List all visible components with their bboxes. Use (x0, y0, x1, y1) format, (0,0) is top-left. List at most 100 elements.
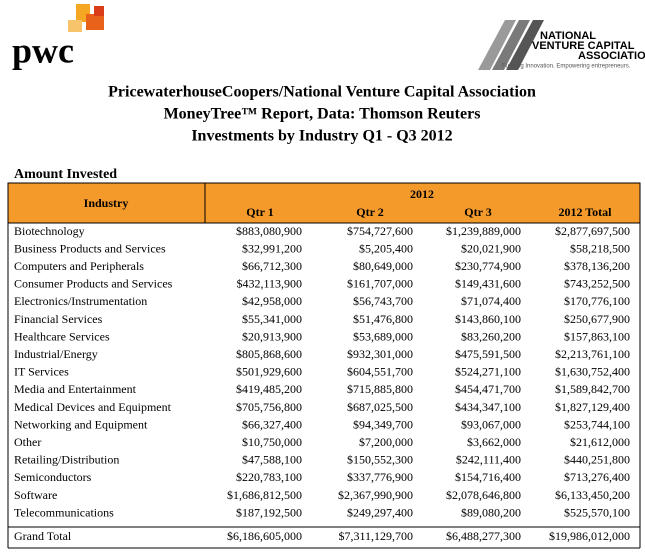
row-value: $93,067,000 (461, 417, 521, 431)
row-value: $705,756,800 (236, 400, 302, 414)
row-label: IT Services (14, 365, 69, 379)
row-value: $1,239,889,000 (446, 224, 521, 238)
row-value: $883,080,900 (236, 224, 302, 238)
row-value: $170,776,100 (564, 294, 630, 308)
row-value: $525,570,100 (564, 505, 630, 519)
nvca-line: VENTURE CAPITAL (532, 40, 635, 52)
row-value: $58,218,500 (570, 241, 630, 255)
row-value: $3,662,000 (467, 435, 521, 449)
row-value: $419,485,200 (236, 382, 302, 396)
row-value: $20,913,900 (242, 329, 302, 343)
row-label: Networking and Equipment (14, 417, 148, 431)
row-value: $715,885,800 (347, 382, 413, 396)
row-value: $66,327,400 (242, 417, 302, 431)
row-value: $524,271,100 (455, 365, 521, 379)
row-value: $56,743,700 (353, 294, 413, 308)
title: MoneyTree™ Report, Data: Thomson Reuters (164, 106, 481, 123)
year-header: 2012 (410, 187, 434, 201)
row-label: Healthcare Services (14, 329, 110, 343)
row-value: $55,341,000 (242, 312, 302, 326)
nvca-line: ASSOCIATION (578, 50, 645, 62)
row-label: Medical Devices and Equipment (14, 400, 172, 414)
row-value: $94,349,700 (353, 417, 413, 431)
row-value: $2,213,761,100 (555, 347, 630, 361)
column-header: 2012 Total (558, 205, 612, 219)
row-value: $10,750,000 (242, 435, 302, 449)
row-label: Consumer Products and Services (14, 277, 173, 291)
row-label: Semiconductors (14, 470, 92, 484)
row-value: $1,827,129,400 (555, 400, 630, 414)
title: PricewaterhouseCoopers/National Venture … (108, 84, 536, 101)
row-value: $5,205,400 (359, 241, 413, 255)
row-value: $20,021,900 (461, 241, 521, 255)
row-label: Other (14, 435, 41, 449)
total-label: Grand Total (14, 529, 72, 543)
row-value: $80,649,000 (353, 259, 413, 273)
row-value: $83,260,200 (461, 329, 521, 343)
column-header: Qtr 2 (356, 205, 383, 219)
row-value: $161,707,000 (347, 277, 413, 291)
row-value: $47,588,100 (242, 453, 302, 467)
row-value: $2,877,697,500 (555, 224, 630, 238)
row-value: $604,551,700 (347, 365, 413, 379)
row-value: $187,192,500 (236, 505, 302, 519)
nvca-tagline: Funding Innovation. Empowering entrepren… (502, 64, 631, 70)
row-value: $149,431,600 (455, 277, 521, 291)
pwc-text: pwc (12, 30, 74, 70)
row-value: $501,929,600 (236, 365, 302, 379)
row-value: $454,471,700 (455, 382, 521, 396)
row-value: $89,080,200 (461, 505, 521, 519)
industry-header: Industry (84, 196, 129, 210)
row-value: $6,133,450,200 (555, 488, 630, 502)
row-label: Biotechnology (14, 224, 85, 238)
row-value: $713,276,400 (564, 470, 630, 484)
title: Investments by Industry Q1 - Q3 2012 (191, 128, 452, 145)
row-label: Computers and Peripherals (14, 259, 144, 273)
row-value: $440,251,800 (564, 453, 630, 467)
row-value: $154,716,400 (455, 470, 521, 484)
row-value: $754,727,600 (347, 224, 413, 238)
row-value: $143,860,100 (455, 312, 521, 326)
row-value: $7,200,000 (359, 435, 413, 449)
row-value: $932,301,000 (347, 347, 413, 361)
section-title: Amount Invested (14, 167, 117, 182)
row-value: $2,367,990,900 (338, 488, 413, 502)
pwc-logo: pwc (12, 4, 104, 70)
row-value: $1,686,812,500 (227, 488, 302, 502)
table-body: Biotechnology $883,080,900 $754,727,600 $1,… (14, 224, 630, 543)
row-value: $51,476,800 (353, 312, 413, 326)
row-label: Financial Services (14, 312, 103, 326)
row-value: $250,677,900 (564, 312, 630, 326)
column-header: Qtr 3 (464, 205, 491, 219)
total-value: $6,488,277,300 (446, 529, 521, 543)
row-value: $66,712,300 (242, 259, 302, 273)
total-value: $7,311,129,700 (338, 529, 413, 543)
row-value: $434,347,100 (455, 400, 521, 414)
row-label: Media and Entertainment (14, 382, 137, 396)
row-label: Electronics/Instrumentation (14, 294, 147, 308)
row-value: $150,552,300 (347, 453, 413, 467)
row-value: $253,744,100 (564, 417, 630, 431)
row-value: $337,776,900 (347, 470, 413, 484)
row-value: $53,689,000 (353, 329, 413, 343)
row-value: $743,252,500 (564, 277, 630, 291)
row-value: $2,078,646,800 (446, 488, 521, 502)
row-label: Industrial/Energy (14, 347, 98, 361)
nvca-line: NATIONAL (540, 30, 596, 42)
row-value: $220,783,100 (236, 470, 302, 484)
row-value: $157,863,100 (564, 329, 630, 343)
row-label: Retailing/Distribution (14, 453, 119, 467)
row-value: $249,297,400 (347, 505, 413, 519)
row-label: Software (14, 488, 57, 502)
row-value: $1,589,842,700 (555, 382, 630, 396)
header-bg (7, 182, 641, 224)
row-value: $687,025,500 (347, 400, 413, 414)
row-label: Telecommunications (14, 505, 114, 519)
nvca-logo: NATIONAL VENTURE CAPITAL ASSOCIATION Fun… (478, 20, 645, 70)
row-value: $378,136,200 (564, 259, 630, 273)
row-value: $71,074,400 (461, 294, 521, 308)
row-value: $475,591,500 (455, 347, 521, 361)
row-value: $242,111,400 (456, 453, 521, 467)
total-value: $19,986,012,000 (549, 529, 630, 543)
